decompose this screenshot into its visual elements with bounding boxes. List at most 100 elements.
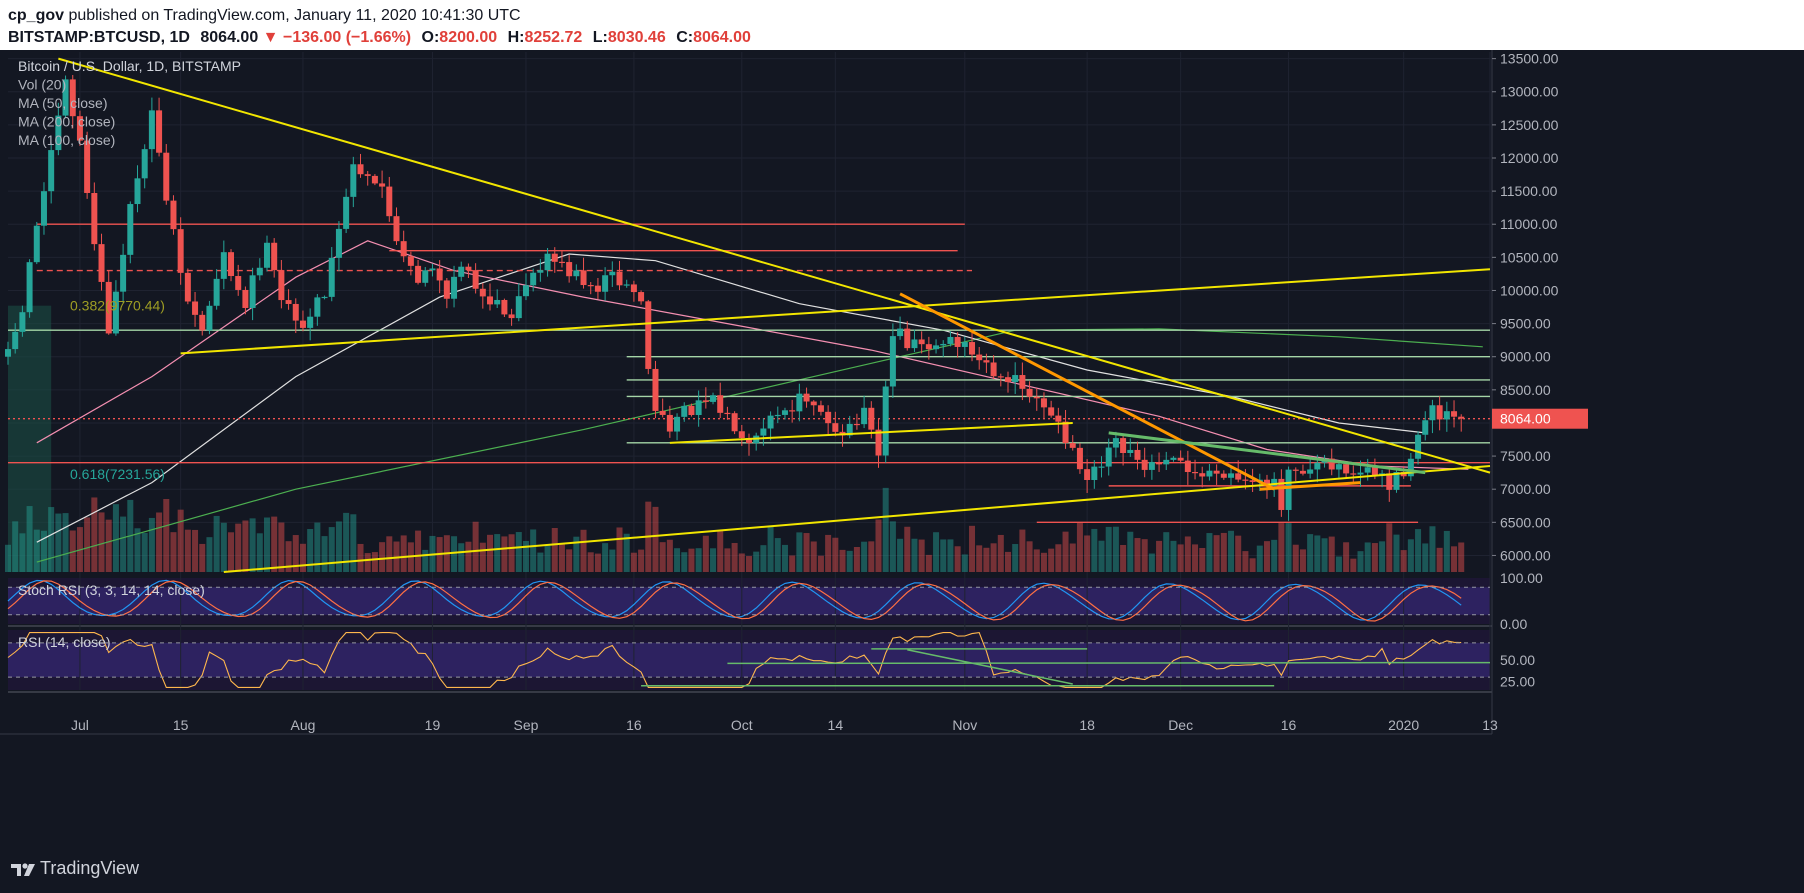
volume-bar xyxy=(760,545,767,572)
candle-body xyxy=(1357,472,1364,475)
candle-body xyxy=(731,413,738,432)
candle-body xyxy=(501,299,508,315)
volume-bar xyxy=(933,532,940,572)
volume-bar xyxy=(184,529,191,572)
candle xyxy=(40,182,47,235)
candle-body xyxy=(163,152,170,201)
brand-name[interactable]: TradingView xyxy=(40,858,140,878)
candle-body xyxy=(681,405,688,417)
candle xyxy=(1076,443,1083,474)
candle-body xyxy=(925,344,932,350)
candle-body xyxy=(1170,457,1177,460)
volume-bar xyxy=(530,529,537,572)
candle xyxy=(33,221,40,265)
candle xyxy=(1134,441,1141,470)
candle-body xyxy=(1307,469,1314,474)
volume-bar xyxy=(1084,535,1091,572)
open-value: 8200.00 xyxy=(439,29,498,46)
volume-bar xyxy=(1436,547,1443,572)
volume-bar xyxy=(1256,545,1263,572)
volume-bar xyxy=(882,487,889,572)
candle-body xyxy=(609,271,616,276)
candle-body xyxy=(710,395,717,402)
candle xyxy=(515,283,522,322)
candle xyxy=(371,174,378,186)
candle-body xyxy=(544,253,551,271)
candle-body xyxy=(594,285,601,292)
volume-bar xyxy=(1458,542,1465,572)
volume-bar xyxy=(702,535,709,572)
candle xyxy=(875,418,882,468)
symbol-name[interactable]: BITSTAMP:BTCUSD, 1D xyxy=(8,29,190,46)
time-axis-label: Dec xyxy=(1168,717,1193,733)
candle-body xyxy=(206,305,213,331)
volume-bar xyxy=(1343,542,1350,572)
candle xyxy=(415,259,422,285)
candle xyxy=(803,387,810,408)
volume-bar xyxy=(1350,558,1357,572)
volume-bar xyxy=(33,529,40,572)
ma-50-line xyxy=(36,240,1469,470)
price-axis-label: 7500.00 xyxy=(1500,448,1551,464)
candle-body xyxy=(62,79,69,116)
time-axis-label: 16 xyxy=(626,717,642,733)
candle-body xyxy=(825,411,832,424)
candle xyxy=(501,298,508,318)
volume-bar xyxy=(112,504,119,572)
volume-bar xyxy=(148,517,155,572)
candle xyxy=(120,243,127,303)
volume-bar xyxy=(753,551,760,572)
candle-body xyxy=(1429,405,1436,421)
price-chart[interactable]: 6000.006500.007000.007500.008000.008500.… xyxy=(0,50,1804,848)
candle xyxy=(688,403,695,417)
price-axis-label: 11500.00 xyxy=(1500,183,1558,199)
author-name[interactable]: cp_gov xyxy=(8,7,65,24)
candle xyxy=(112,280,119,336)
candle xyxy=(443,278,450,309)
volume-bar xyxy=(1415,529,1422,572)
candle-body xyxy=(105,281,112,334)
candle xyxy=(1019,362,1026,401)
volume-bar xyxy=(1033,549,1040,572)
trend-line xyxy=(58,57,1491,474)
candle-body xyxy=(1299,470,1306,474)
candle-body xyxy=(688,405,695,415)
volume-bar xyxy=(688,548,695,572)
candle-body xyxy=(148,110,155,150)
volume-bar xyxy=(710,548,717,572)
volume-bar xyxy=(479,542,486,572)
volume-bar xyxy=(271,516,278,572)
candle-body xyxy=(285,300,292,304)
volume-bar xyxy=(1062,531,1069,572)
candle xyxy=(623,279,630,288)
candle xyxy=(954,332,961,358)
candle xyxy=(1343,461,1350,479)
candle xyxy=(127,201,134,264)
candle-body xyxy=(558,261,565,264)
volume-bar xyxy=(235,523,242,572)
candle xyxy=(328,247,335,302)
candle xyxy=(933,339,940,354)
volume-bar xyxy=(681,552,688,572)
candle xyxy=(544,248,551,277)
volume-bar xyxy=(1091,528,1098,572)
candle-body xyxy=(1285,469,1292,510)
candle-body xyxy=(98,244,105,282)
candle-body xyxy=(235,276,242,290)
candle-body xyxy=(645,301,652,369)
candle-body xyxy=(1040,398,1047,408)
candle xyxy=(652,360,659,419)
candle xyxy=(1112,431,1119,458)
candle-body xyxy=(1364,467,1371,473)
candle-body xyxy=(580,270,587,286)
time-axis-label: Jul xyxy=(71,717,89,733)
candle-body xyxy=(889,336,896,387)
candle-body xyxy=(861,407,868,425)
candle-body xyxy=(659,410,666,415)
candle xyxy=(897,316,904,340)
candle xyxy=(314,294,321,326)
volume-bar xyxy=(580,529,587,572)
tradingview-logo-icon[interactable] xyxy=(10,858,36,880)
candle-body xyxy=(1263,479,1270,486)
indicator-legend-item: MA (100, close) xyxy=(18,132,115,148)
